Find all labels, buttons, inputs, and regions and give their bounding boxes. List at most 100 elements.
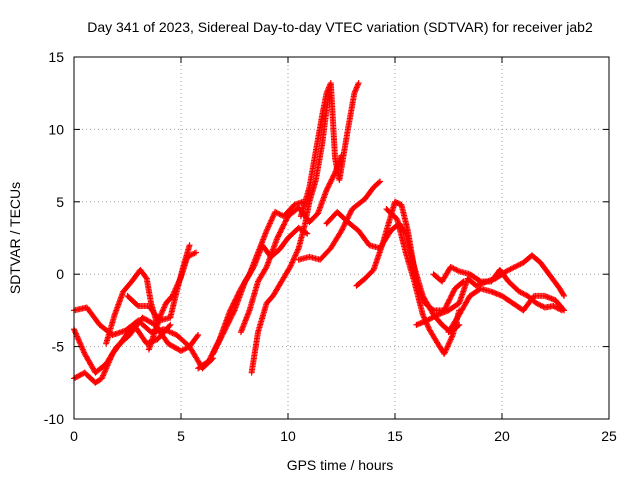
satellite-track-18	[445, 285, 568, 336]
data-point	[212, 345, 219, 352]
data-point	[377, 178, 384, 185]
data-point	[262, 265, 269, 272]
data-point	[205, 358, 212, 365]
grid-lines	[74, 57, 609, 419]
data-point	[443, 303, 450, 310]
data-point	[329, 175, 336, 182]
data-point	[167, 321, 174, 328]
data-point	[279, 224, 286, 231]
plot-frame	[73, 56, 610, 420]
y-tick-label: 0	[56, 266, 64, 282]
data-point	[433, 312, 440, 319]
data-point	[207, 355, 214, 362]
data-point	[223, 323, 230, 330]
chart-title: Day 341 of 2023, Sidereal Day-to-day VTE…	[87, 19, 593, 35]
data-point	[281, 220, 288, 227]
x-tick-label: 20	[494, 428, 510, 444]
x-tick-label: 25	[601, 428, 617, 444]
data-point	[211, 348, 218, 355]
satellite-track-7	[195, 198, 306, 372]
data-point	[282, 217, 289, 224]
data-point	[192, 249, 199, 256]
data-point	[443, 301, 450, 308]
data-point	[347, 210, 354, 217]
data-point	[274, 233, 281, 240]
data-point	[226, 316, 233, 323]
data-point	[213, 344, 220, 351]
data-point	[304, 230, 311, 237]
data-point	[275, 232, 282, 239]
satellite-track-9	[237, 152, 345, 336]
data-point	[195, 332, 202, 339]
data-point	[166, 322, 173, 329]
satellite-track-8	[210, 224, 311, 357]
data-point	[450, 288, 457, 295]
data-point	[228, 314, 235, 321]
data-point	[444, 300, 451, 307]
data-point	[220, 330, 227, 337]
data-point	[445, 297, 452, 304]
data-point	[276, 230, 283, 237]
data-point	[227, 315, 234, 322]
data-point	[326, 181, 333, 188]
data-point	[325, 183, 332, 190]
data-point	[280, 221, 287, 228]
data-point	[339, 226, 346, 233]
data-point	[224, 322, 231, 329]
x-axis-label: GPS time / hours	[287, 457, 394, 473]
data-point	[446, 296, 453, 303]
satellite-track-3	[71, 321, 174, 386]
y-axis-label: SDTVAR / TECUs	[7, 182, 23, 294]
data-point	[347, 208, 354, 215]
satellite-track-5	[124, 242, 193, 324]
data-point	[219, 331, 226, 338]
data-point	[225, 319, 232, 326]
data-point	[218, 334, 225, 341]
data-point	[280, 222, 287, 229]
data-point	[448, 292, 455, 299]
data-point	[449, 291, 456, 298]
data-point	[324, 184, 331, 191]
data-point	[218, 333, 225, 340]
data-point	[447, 295, 454, 302]
data-point	[445, 299, 452, 306]
data-point	[222, 326, 229, 333]
data-point	[283, 215, 290, 222]
x-tick-label: 0	[70, 428, 78, 444]
satellite-track-11	[297, 80, 362, 220]
data-point	[214, 341, 221, 348]
data-point	[210, 350, 217, 357]
data-point	[142, 274, 149, 281]
data-point	[282, 218, 289, 225]
data-point	[228, 312, 235, 319]
data-point	[216, 337, 223, 344]
data-point	[346, 211, 353, 218]
data-point	[339, 225, 346, 232]
y-tick-label: 15	[48, 49, 64, 65]
axis-ticks: 0 5 10 15 20 25 -10 -5 0 5 10 15	[44, 49, 617, 444]
data-point	[447, 293, 454, 300]
data-point	[212, 346, 219, 353]
data-point	[278, 225, 285, 232]
satellite-track-6	[145, 249, 199, 353]
data-point	[341, 222, 348, 229]
data-point	[355, 80, 362, 87]
y-tick-label: 5	[56, 194, 64, 210]
y-tick-label: 10	[48, 121, 64, 137]
data-point	[217, 335, 224, 342]
data-point	[220, 329, 227, 336]
satellite-track-17	[430, 263, 565, 314]
x-tick-label: 10	[280, 428, 296, 444]
data-point	[216, 338, 223, 345]
data-point	[215, 339, 222, 346]
data-point	[328, 177, 335, 184]
data-point	[206, 356, 213, 363]
data-point	[186, 242, 193, 249]
data-point	[324, 185, 331, 192]
data-point	[210, 349, 217, 356]
data-point	[207, 354, 214, 361]
data-point	[456, 321, 463, 328]
data-point	[338, 227, 345, 234]
x-tick-label: 5	[177, 428, 185, 444]
